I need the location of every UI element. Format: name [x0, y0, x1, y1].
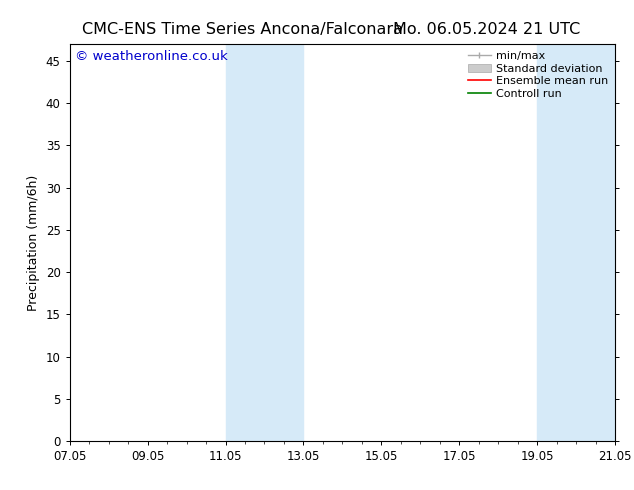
Bar: [537, 44, 615, 441]
Text: © weatheronline.co.uk: © weatheronline.co.uk: [75, 50, 228, 63]
Title: CMC-ENS Time Series Ancona/Falconara      Mo. 06.05.2024 21 UTC: CMC-ENS Time Series Ancona/Falconara Mo.…: [0, 489, 1, 490]
Y-axis label: Precipitation (mm/6h): Precipitation (mm/6h): [27, 174, 41, 311]
Legend: min/max, Standard deviation, Ensemble mean run, Controll run: min/max, Standard deviation, Ensemble me…: [464, 47, 612, 103]
Bar: [226, 44, 304, 441]
Text: Mo. 06.05.2024 21 UTC: Mo. 06.05.2024 21 UTC: [393, 22, 580, 37]
Text: CMC-ENS Time Series Ancona/Falconara: CMC-ENS Time Series Ancona/Falconara: [82, 22, 403, 37]
